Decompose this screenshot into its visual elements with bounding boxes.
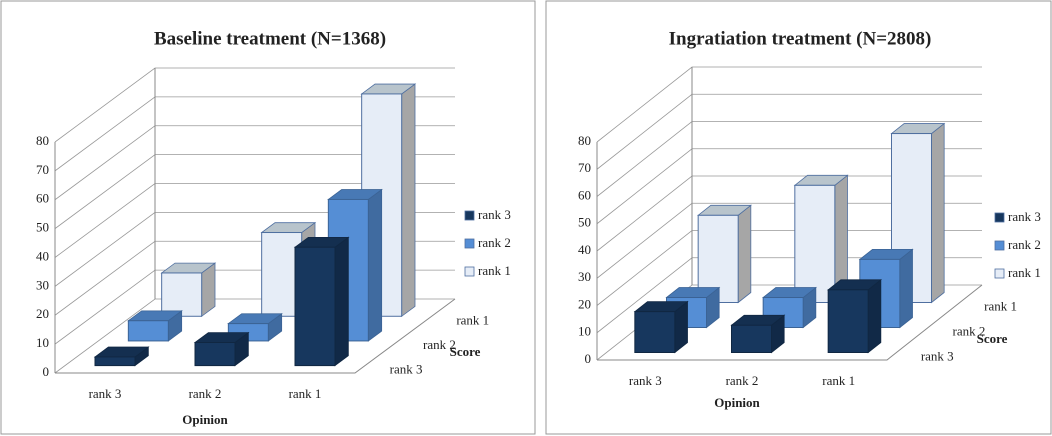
y-tick-label: 60 [36, 191, 49, 206]
y-tick-label: 30 [578, 269, 591, 284]
depth-tick-label: rank 3 [921, 348, 954, 363]
legend-swatch [464, 266, 475, 277]
x-tick-label: rank 2 [189, 386, 222, 401]
y-tick-label: 0 [43, 364, 50, 379]
x-tick-label: rank 3 [89, 386, 122, 401]
x-axis-title: Opinion [182, 412, 228, 427]
y-tick-label: 60 [578, 187, 591, 202]
bar-side [367, 188, 383, 342]
y-tick-label: 80 [36, 133, 49, 148]
floor [55, 298, 456, 374]
bar-side [334, 236, 349, 367]
legend-label: rank 1 [1008, 265, 1041, 280]
bar-side [867, 278, 882, 354]
bar [634, 311, 676, 353]
panel [0, 0, 536, 435]
bar [194, 342, 236, 367]
y-tick-label: 50 [578, 215, 591, 230]
depth-tick-label: rank 1 [984, 298, 1017, 313]
y-tick-label: 50 [36, 220, 49, 235]
y-tick-label: 40 [36, 248, 49, 263]
depth-tick-label: rank 1 [456, 312, 489, 327]
bar [161, 272, 203, 317]
bar-side [737, 204, 752, 304]
y-tick-label: 20 [36, 306, 49, 321]
legend-label: rank 3 [1008, 209, 1041, 224]
floor [597, 284, 983, 361]
chart-title: Baseline treatment (N=1368) [154, 28, 386, 49]
bar [731, 324, 772, 353]
legend-label: rank 2 [1008, 237, 1041, 252]
depth-tick-label: rank 2 [423, 337, 456, 352]
y-tick-label: 10 [36, 335, 49, 350]
depth-tick-label: rank 2 [953, 323, 986, 338]
y-tick-label: 10 [578, 324, 591, 339]
bar [127, 320, 169, 342]
y-tick-label: 70 [578, 160, 591, 175]
legend-label: rank 1 [478, 263, 511, 278]
bar [794, 184, 836, 303]
bar [294, 246, 336, 367]
x-tick-label: rank 1 [822, 373, 855, 388]
legend-swatch [464, 238, 475, 249]
bar-side [401, 83, 416, 318]
y-tick-label: 20 [578, 296, 591, 311]
z-axis-title: Score [450, 344, 481, 359]
y-tick-label: 30 [36, 277, 49, 292]
x-tick-label: rank 2 [726, 373, 759, 388]
chart-title: Ingratiation treatment (N=2808) [669, 28, 932, 49]
x-tick-label: rank 1 [289, 386, 322, 401]
y-tick-label: 70 [36, 162, 49, 177]
legend-swatch [464, 210, 475, 221]
legend-swatch [994, 240, 1005, 251]
x-axis-title: Opinion [714, 395, 760, 410]
legend-swatch [994, 268, 1005, 279]
y-tick-label: 80 [578, 133, 591, 148]
y-tick-label: 0 [585, 351, 592, 366]
bar [827, 289, 869, 354]
bar-side [931, 122, 945, 304]
legend-label: rank 3 [478, 207, 511, 222]
y-tick-label: 40 [578, 242, 591, 257]
legend-swatch [994, 212, 1005, 223]
depth-tick-label: rank 3 [390, 362, 423, 377]
x-tick-label: rank 3 [629, 373, 662, 388]
bar [94, 356, 136, 367]
z-axis-title: Score [977, 331, 1008, 346]
bar-side [899, 248, 913, 329]
legend-label: rank 2 [478, 235, 511, 250]
